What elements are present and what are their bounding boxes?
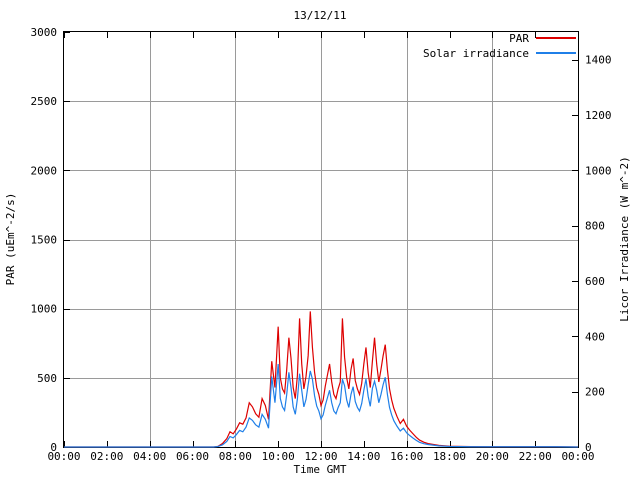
y2-tick-label: 1200 xyxy=(585,109,612,122)
chart-title: 13/12/11 xyxy=(294,9,347,22)
x-tick-label: 14:00 xyxy=(347,450,380,463)
series-line-par xyxy=(64,311,579,448)
x-tick-label: 12:00 xyxy=(304,450,337,463)
x-tick-label: 00:00 xyxy=(47,450,80,463)
chart-legend: PAR Solar irradiance xyxy=(423,32,576,60)
plot-frame xyxy=(62,30,580,449)
y-tick-label: 2500 xyxy=(31,95,58,108)
x-axis-tick-labels: 00:00 02:00 04:00 06:00 08:00 10:00 12:00 14:00… xyxy=(47,450,594,463)
legend-label-solar: Solar irradiance xyxy=(423,47,529,60)
x-axis-title: Time GMT xyxy=(294,463,347,476)
x-tick-label: 18:00 xyxy=(433,450,466,463)
y2-tick-label: 1000 xyxy=(585,164,612,177)
y-axis-right-title: Licor Irradiance (W m^-2) xyxy=(618,156,631,322)
y2-tick-label: 1400 xyxy=(585,54,612,67)
y-tick-label: 500 xyxy=(37,372,57,385)
x-tick-label: 10:00 xyxy=(262,450,295,463)
y-tick-label: 2000 xyxy=(31,164,58,177)
legend-label-par: PAR xyxy=(509,32,529,45)
y-tick-label: 1000 xyxy=(31,303,58,316)
x-tick-label: 08:00 xyxy=(219,450,252,463)
x-tick-label: 02:00 xyxy=(90,450,123,463)
x-tick-label: 04:00 xyxy=(133,450,166,463)
y-axis-right-tick-labels: 0 200 400 600 800 1000 1200 1400 xyxy=(585,54,612,454)
x-tick-label: 16:00 xyxy=(390,450,423,463)
y2-tick-label: 0 xyxy=(585,441,592,454)
y2-tick-label: 200 xyxy=(585,386,605,399)
y-tick-label: 1500 xyxy=(31,234,58,247)
x-tick-label: 06:00 xyxy=(176,450,209,463)
y-axis-left-tick-labels: 0 500 1000 1500 2000 2500 3000 xyxy=(31,26,58,454)
x-tick-label: 22:00 xyxy=(519,450,552,463)
series-line-solar-irradiance xyxy=(64,363,579,448)
y-tick-label: 3000 xyxy=(31,26,58,39)
y-axis-left-title: PAR (uEm^-2/s) xyxy=(4,193,17,286)
y-tick-label: 0 xyxy=(50,441,57,454)
y2-tick-label: 800 xyxy=(585,220,605,233)
x-tick-label: 20:00 xyxy=(476,450,509,463)
y2-tick-label: 600 xyxy=(585,275,605,288)
grid-lines xyxy=(64,32,578,447)
x-tick-label: 00:00 xyxy=(561,450,594,463)
y2-tick-label: 400 xyxy=(585,330,605,343)
series-lines xyxy=(64,311,579,448)
